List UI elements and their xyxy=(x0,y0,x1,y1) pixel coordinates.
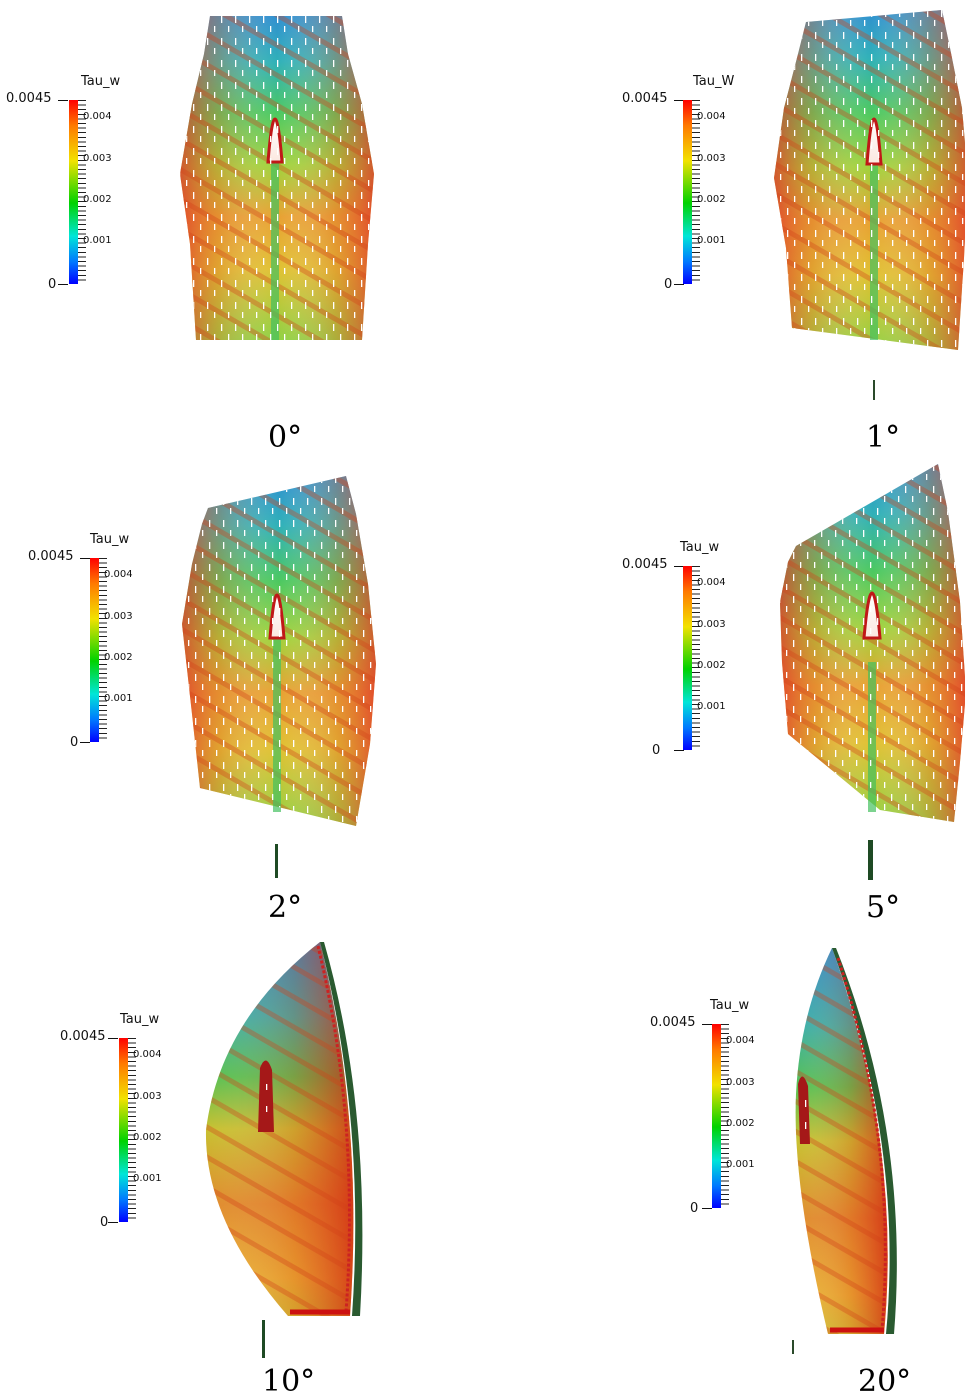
colorbar-tick-label: 0.001 xyxy=(697,235,726,246)
colorbar-max-label: 0.0045 xyxy=(6,91,52,106)
colorbar-minor-ticks xyxy=(128,1038,136,1222)
colorbar-max-label: 0.0045 xyxy=(622,91,668,106)
colorbar-tick-label: 0.003 xyxy=(133,1091,162,1102)
colorbar: Tau_W 0.0045 0.004 0.003 0.002 0.001 0 xyxy=(612,74,752,304)
colorbar-gradient xyxy=(119,1038,128,1222)
angle-label: 2° xyxy=(268,890,303,925)
angle-label: 1° xyxy=(866,420,901,455)
colorbar-min-label: 0 xyxy=(652,743,661,758)
colorbar-title: Tau_W xyxy=(693,74,735,89)
colorbar-tick-label: 0.002 xyxy=(697,194,726,205)
colorbar-gradient xyxy=(69,100,78,284)
colorbar-tick-label: 0.003 xyxy=(83,153,112,164)
colorbar-min-label: 0 xyxy=(690,1201,699,1216)
colorbar-tick-label: 0.002 xyxy=(104,652,133,663)
colorbar-max-mark xyxy=(674,566,684,567)
colorbar-minor-ticks xyxy=(692,100,700,284)
angle-label: 20° xyxy=(858,1364,912,1399)
colorbar-minor-ticks xyxy=(78,100,86,284)
colorbar-tick-label: 0.002 xyxy=(697,660,726,671)
colorbar-tick-label: 0.004 xyxy=(697,577,726,588)
colorbar-min-mark xyxy=(702,1208,712,1209)
colorbar-max-mark xyxy=(108,1038,118,1039)
colorbar-min-mark xyxy=(674,284,684,285)
colorbar-tick-label: 0.001 xyxy=(697,701,726,712)
angle-label: 0° xyxy=(268,420,303,455)
colorbar-min-mark xyxy=(108,1222,118,1223)
colorbar-gradient xyxy=(683,100,692,284)
colorbar-max-label: 0.0045 xyxy=(622,557,668,572)
colorbar-title: Tau_w xyxy=(710,998,750,1013)
colorbar-tick-label: 0.004 xyxy=(726,1035,755,1046)
colorbar-tick-label: 0.004 xyxy=(697,111,726,122)
colorbar-min-label: 0 xyxy=(70,735,79,750)
angle-label: 10° xyxy=(262,1364,316,1399)
colorbar-max-label: 0.0045 xyxy=(650,1015,696,1030)
colorbar-tick-label: 0.001 xyxy=(83,235,112,246)
wall-shear-surface xyxy=(182,476,376,878)
wall-shear-surface xyxy=(774,10,965,400)
colorbar-minor-ticks xyxy=(721,1024,729,1208)
colorbar-tick-label: 0.003 xyxy=(697,619,726,630)
colorbar: Tau_w 0.0045 0.004 0.003 0.002 0.001 0 xyxy=(612,540,752,770)
colorbar-min-label: 0 xyxy=(664,277,673,292)
colorbar: Tau_w 0.0045 0.004 0.003 0.002 0.001 0 xyxy=(612,998,755,1228)
angle-label: 5° xyxy=(866,890,901,925)
wall-shear-surface xyxy=(792,948,897,1354)
colorbar-min-mark xyxy=(674,750,684,751)
colorbar-title: Tau_w xyxy=(120,1012,160,1027)
wall-shear-surface xyxy=(205,942,363,1358)
colorbar-gradient xyxy=(90,558,99,742)
wall-shear-surface xyxy=(180,16,374,340)
colorbar-tick-label: 0.004 xyxy=(133,1049,162,1060)
colorbar-tick-label: 0.003 xyxy=(697,153,726,164)
colorbar-max-label: 0.0045 xyxy=(60,1029,106,1044)
colorbar-tick-label: 0.002 xyxy=(726,1118,755,1129)
colorbar-title: Tau_w xyxy=(81,74,121,89)
colorbar-title: Tau_w xyxy=(90,532,130,547)
colorbar-tick-label: 0.002 xyxy=(133,1132,162,1143)
colorbar-max-mark xyxy=(702,1024,712,1025)
wall-shear-surface xyxy=(780,464,965,880)
colorbar-min-mark xyxy=(58,284,68,285)
colorbar-tick-label: 0.001 xyxy=(726,1159,755,1170)
colorbar: Tau_w 0.0045 0.004 0.003 0.002 0.001 0 xyxy=(0,74,140,304)
colorbar-minor-ticks xyxy=(99,558,107,742)
colorbar-max-label: 0.0045 xyxy=(28,549,74,564)
colorbar-max-mark xyxy=(80,558,90,559)
colorbar-gradient xyxy=(712,1024,721,1208)
colorbar-max-mark xyxy=(58,100,68,101)
colorbar-tick-label: 0.004 xyxy=(83,111,112,122)
colorbar-tick-label: 0.001 xyxy=(133,1173,162,1184)
colorbar-min-label: 0 xyxy=(100,1215,109,1230)
colorbar-tick-label: 0.002 xyxy=(83,194,112,205)
colorbar-min-label: 0 xyxy=(48,277,57,292)
colorbar: Tau_w 0.0045 0.004 0.003 0.002 0.001 0 xyxy=(0,1012,162,1242)
colorbar-max-mark xyxy=(674,100,684,101)
colorbar: Tau_w 0.0045 0.004 0.003 0.002 0.001 0 xyxy=(0,532,140,762)
colorbar-minor-ticks xyxy=(692,566,700,750)
colorbar-tick-label: 0.004 xyxy=(104,569,133,580)
colorbar-title: Tau_w xyxy=(680,540,720,555)
colorbar-tick-label: 0.003 xyxy=(104,611,133,622)
colorbar-tick-label: 0.001 xyxy=(104,693,133,704)
colorbar-min-mark xyxy=(80,742,90,743)
colorbar-gradient xyxy=(683,566,692,750)
colorbar-tick-label: 0.003 xyxy=(726,1077,755,1088)
